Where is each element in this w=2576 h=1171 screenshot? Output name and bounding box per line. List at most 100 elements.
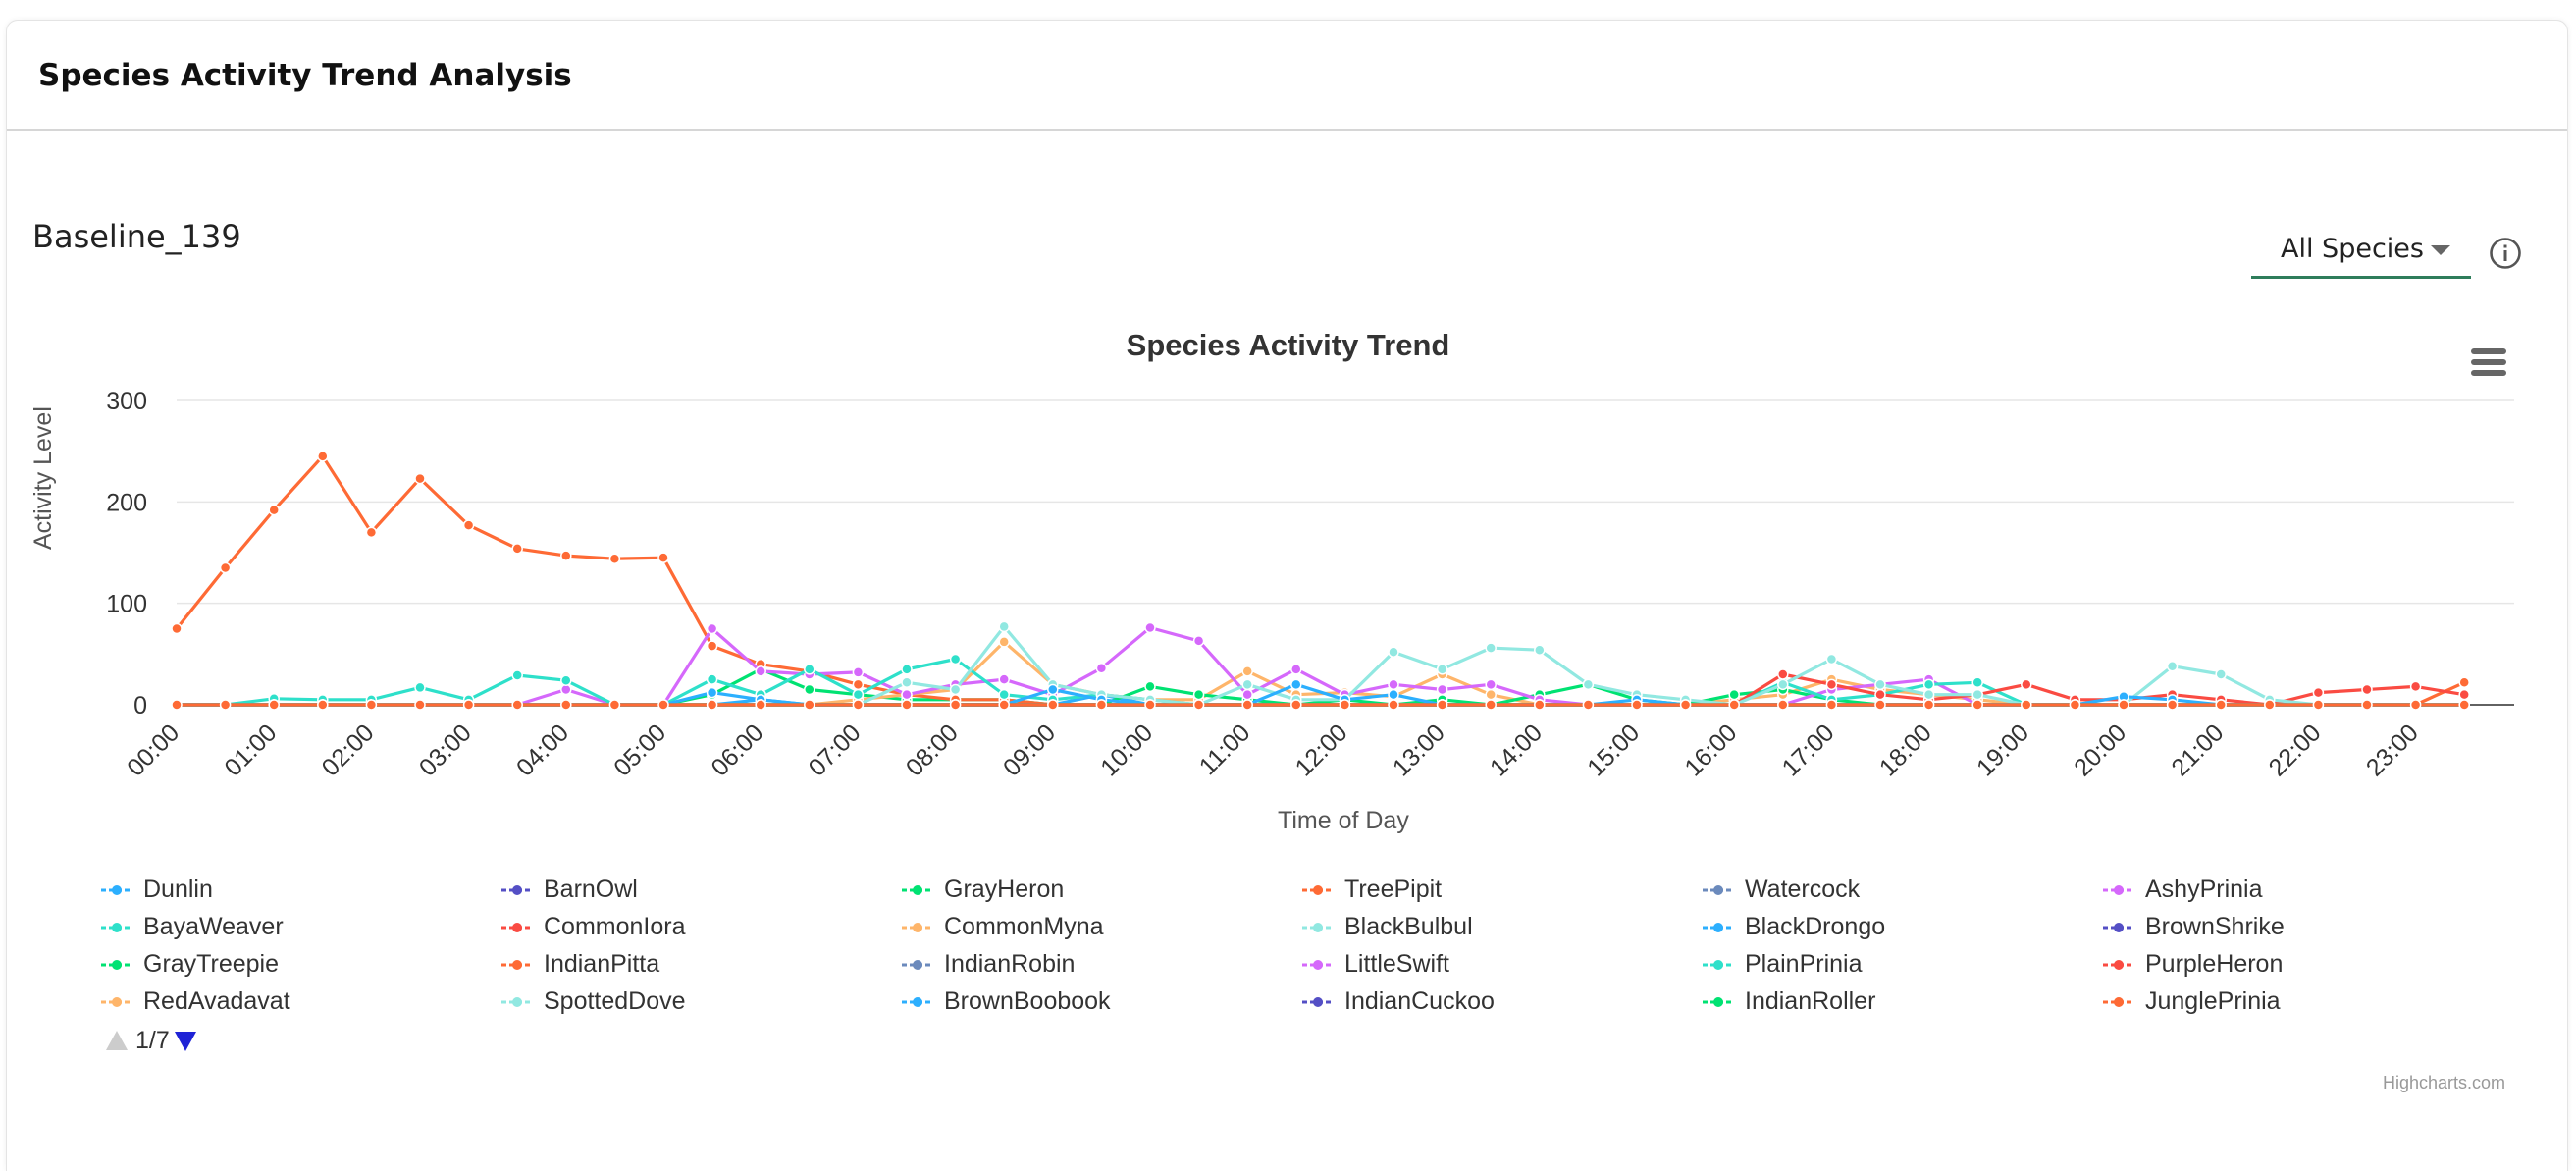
data-point: [2166, 699, 2179, 711]
x-tick-label: 14:00: [1485, 719, 1548, 781]
data-point: [2409, 699, 2422, 711]
y-tick-label: 0: [133, 692, 147, 719]
legend-label: AshyPrinia: [2145, 876, 2263, 903]
data-point: [1144, 621, 1156, 634]
data-point: [2361, 683, 2373, 696]
data-point: [560, 699, 572, 711]
legend-symbol-icon: [101, 960, 132, 970]
x-tick-label: 22:00: [2264, 719, 2327, 781]
legend-symbol-icon: [2103, 885, 2134, 895]
data-point: [171, 622, 183, 635]
data-point: [949, 653, 962, 665]
x-tick-label: 00:00: [122, 719, 184, 781]
data-point: [1534, 644, 1546, 656]
data-point: [365, 699, 378, 711]
data-point: [949, 699, 962, 711]
data-point: [1192, 688, 1205, 701]
data-point: [1971, 699, 1983, 711]
data-point: [2264, 699, 2276, 711]
data-point: [171, 699, 183, 711]
legend-label: RedAvadavat: [143, 987, 290, 1015]
data-point: [1241, 688, 1253, 701]
legend-label: BrownBoobook: [944, 987, 1111, 1015]
legend-label: IndianPitta: [544, 950, 660, 978]
data-point: [2312, 686, 2325, 699]
data-point: [1485, 688, 1497, 701]
data-point: [1095, 699, 1108, 711]
legend-page-down-arrow[interactable]: [175, 1032, 196, 1051]
data-point: [755, 665, 766, 677]
x-tick-label: 13:00: [1388, 719, 1450, 781]
legend-symbol-icon: [101, 997, 132, 1007]
legend-symbol-icon: [2103, 997, 2134, 1007]
chart-plot-area: 0 100 200 300 00:00 01:00 02:00 03:00 04:00 05:00…: [106, 388, 2514, 781]
legend-page-number: 1/7: [135, 1027, 170, 1054]
data-point: [1922, 678, 1935, 691]
data-point: [949, 683, 962, 696]
data-point: [1339, 699, 1351, 711]
data-point: [706, 622, 718, 635]
legend-symbol-icon: [1302, 960, 1334, 970]
data-point: [560, 550, 572, 561]
data-point: [1436, 683, 1448, 696]
chart-card: Species Activity Trend Analysis: [6, 20, 2568, 1171]
info-icon[interactable]: [2489, 237, 2522, 270]
legend-symbol-icon: [501, 885, 533, 895]
data-point: [1874, 699, 1886, 711]
x-tick-label: 03:00: [414, 719, 477, 781]
data-point: [1777, 699, 1789, 711]
legend-label: BlackBulbul: [1344, 913, 1473, 940]
data-point: [804, 699, 815, 711]
chart-title: Species Activity Trend: [1126, 328, 1450, 362]
legend-symbol-icon: [501, 960, 533, 970]
data-point: [852, 678, 865, 691]
credits-link[interactable]: Highcharts.com: [2383, 1073, 2506, 1092]
legend-label: IndianCuckoo: [1344, 987, 1495, 1015]
x-tick-label: 23:00: [2361, 719, 2424, 781]
species-filter-dropdown[interactable]: All Species: [2251, 216, 2471, 279]
legend-label: TreePipit: [1344, 876, 1443, 903]
legend-symbol-icon: [2103, 960, 2134, 970]
data-point: [2021, 699, 2032, 711]
data-point: [706, 699, 718, 711]
data-point: [414, 681, 426, 694]
data-point: [2118, 699, 2129, 711]
x-tick-label: 05:00: [608, 719, 671, 781]
data-point: [1388, 678, 1399, 691]
data-point: [1679, 699, 1692, 711]
data-point: [901, 676, 913, 689]
data-point: [1825, 699, 1838, 711]
x-tick-label: 08:00: [901, 719, 964, 781]
data-point: [1095, 663, 1108, 674]
data-point: [1192, 699, 1205, 711]
legend-symbol-icon: [1703, 997, 1734, 1007]
data-point: [511, 543, 523, 555]
data-point: [1047, 683, 1059, 696]
legend-symbol-icon: [101, 885, 132, 895]
data-point: [901, 699, 913, 711]
card-header: Species Activity Trend Analysis: [7, 21, 2567, 131]
legend-symbol-icon: [902, 885, 933, 895]
data-point: [511, 669, 523, 681]
data-point: [2458, 676, 2470, 689]
legend-label: SpottedDove: [544, 987, 686, 1015]
x-tick-label: 01:00: [219, 719, 282, 781]
data-point: [998, 620, 1010, 633]
data-point: [998, 673, 1010, 685]
data-point: [852, 666, 865, 678]
legend-label: JunglePrinia: [2145, 987, 2281, 1015]
legend-symbol-icon: [2103, 923, 2134, 932]
x-tick-label: 19:00: [1971, 719, 2034, 781]
data-point: [1485, 699, 1497, 711]
data-point: [1874, 678, 1886, 691]
hamburger-menu-icon[interactable]: [2471, 348, 2506, 378]
legend-page-up-arrow[interactable]: [106, 1031, 128, 1050]
data-point: [2215, 668, 2227, 680]
data-point: [657, 552, 669, 563]
data-point: [1192, 635, 1205, 647]
data-point: [1728, 688, 1740, 701]
legend-symbol-icon: [1302, 885, 1334, 895]
chevron-down-icon: [2431, 245, 2450, 255]
x-axis-title: Time of Day: [1278, 807, 1409, 834]
x-tick-label: 12:00: [1290, 719, 1353, 781]
